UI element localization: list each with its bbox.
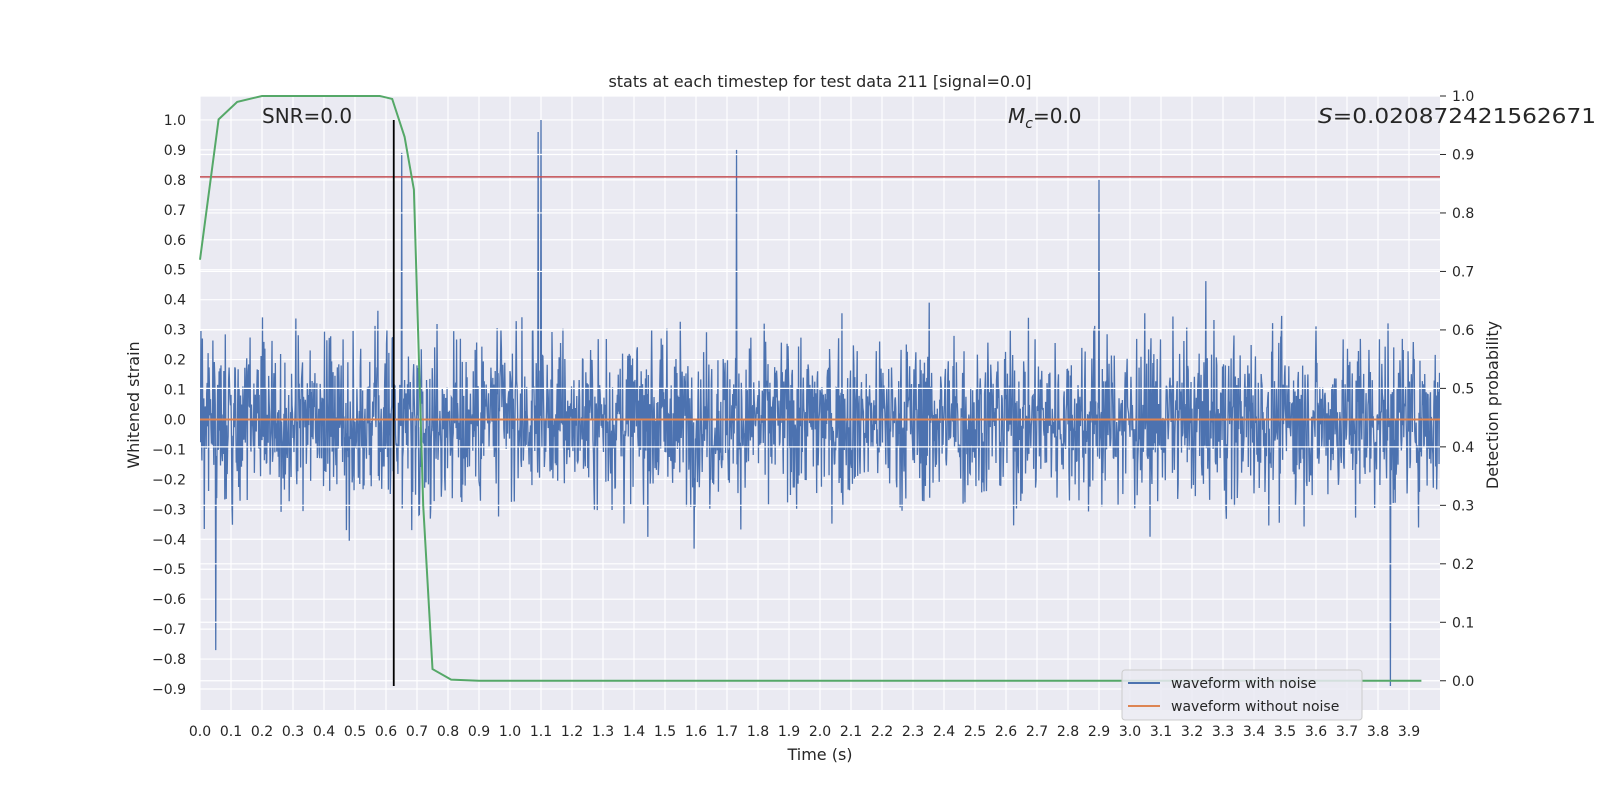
x-tick-label: 0.0 bbox=[189, 724, 211, 740]
noise-trace bbox=[200, 119, 1440, 687]
y-tick-label: −0.3 bbox=[152, 502, 186, 518]
chirp-mass-subscript: c bbox=[1025, 116, 1033, 132]
x-tick-label: 1.0 bbox=[499, 724, 521, 740]
y-tick-label: 0.7 bbox=[164, 203, 186, 219]
x-tick-label: 0.6 bbox=[375, 724, 397, 740]
series-detection-probability bbox=[199, 95, 1422, 682]
x-tick-label: 0.7 bbox=[406, 724, 428, 740]
legend: waveform with noise waveform without noi… bbox=[1121, 669, 1363, 721]
x-tick-label: 1.4 bbox=[623, 724, 645, 740]
chirp-mass-annotation: Mc=0.0 bbox=[1008, 104, 1082, 132]
y-tick-label: 0.2 bbox=[164, 353, 186, 369]
x-tick-label: 3.2 bbox=[1181, 724, 1203, 740]
x-tick-label: 3.6 bbox=[1305, 724, 1327, 740]
y-tick-label: −0.9 bbox=[152, 682, 186, 698]
x-tick-label: 2.2 bbox=[871, 724, 893, 740]
right-y-tick-label: 0.4 bbox=[1452, 440, 1474, 456]
x-tick-label: 0.5 bbox=[344, 724, 366, 740]
x-axis-title: Time (s) bbox=[786, 745, 852, 764]
y-tick-label: 0.4 bbox=[164, 293, 186, 309]
series-waveform-with-noise bbox=[200, 119, 1440, 687]
legend-box bbox=[1121, 669, 1363, 721]
y-tick-label: −0.6 bbox=[152, 592, 186, 608]
x-tick-label: 0.1 bbox=[220, 724, 242, 740]
x-tick-label: 0.4 bbox=[313, 724, 335, 740]
x-tick-label: 3.3 bbox=[1212, 724, 1234, 740]
x-tick-label: 3.1 bbox=[1150, 724, 1172, 740]
y-axis-ticks: 1.0 0.9 0.8 0.7 0.6 0.5 0.4 0.3 0.2 0.1 0.0 −0.1 −0.… bbox=[152, 113, 186, 698]
right-y-tick-label: 0.2 bbox=[1452, 557, 1474, 573]
y-tick-label: −0.2 bbox=[152, 472, 186, 488]
plot-area bbox=[199, 95, 1440, 687]
right-y-axis-title: Detection probability bbox=[1483, 321, 1502, 489]
y-tick-label: 0.9 bbox=[164, 143, 186, 159]
x-tick-label: 3.4 bbox=[1243, 724, 1265, 740]
x-tick-label: 2.0 bbox=[809, 724, 831, 740]
y-tick-label: 0.6 bbox=[164, 233, 186, 249]
x-tick-label: 2.6 bbox=[995, 724, 1017, 740]
chart-title: stats at each timestep for test data 211… bbox=[608, 72, 1031, 91]
score-annotation: S =0.020872421562671 bbox=[1318, 104, 1596, 128]
y-tick-label: −0.8 bbox=[152, 652, 186, 668]
x-tick-label: 1.7 bbox=[716, 724, 738, 740]
chirp-mass-symbol: M bbox=[1008, 104, 1025, 128]
right-y-tick-label: 0.6 bbox=[1452, 323, 1474, 339]
right-y-tick-label: 0.5 bbox=[1452, 381, 1474, 397]
x-tick-label: 1.6 bbox=[685, 724, 707, 740]
x-tick-label: 1.1 bbox=[530, 724, 552, 740]
y-tick-label: −0.7 bbox=[152, 622, 186, 638]
x-tick-label: 1.5 bbox=[654, 724, 676, 740]
x-tick-label: 2.4 bbox=[933, 724, 955, 740]
snr-annotation: SNR=0.0 bbox=[262, 104, 352, 128]
legend-label-clean: waveform without noise bbox=[1171, 699, 1339, 715]
right-y-tick-label: 0.7 bbox=[1452, 264, 1474, 280]
x-tick-label: 3.9 bbox=[1398, 724, 1420, 740]
y-tick-label: −0.1 bbox=[152, 442, 186, 458]
x-tick-label: 1.3 bbox=[592, 724, 614, 740]
right-y-tick-label: 0.3 bbox=[1452, 498, 1474, 514]
x-tick-label: 2.3 bbox=[902, 724, 924, 740]
x-tick-label: 0.3 bbox=[282, 724, 304, 740]
y-tick-label: 0.5 bbox=[164, 263, 186, 279]
x-axis-ticks: 0.0 0.1 0.2 0.3 0.4 0.5 0.6 0.7 0.8 0.9 1.0 1.1 1.2 1… bbox=[189, 724, 1420, 740]
x-tick-label: 3.8 bbox=[1367, 724, 1389, 740]
right-y-tick-label: 0.8 bbox=[1452, 206, 1474, 222]
x-tick-label: 2.7 bbox=[1026, 724, 1048, 740]
x-tick-label: 1.9 bbox=[778, 724, 800, 740]
x-tick-label: 0.9 bbox=[468, 724, 490, 740]
x-tick-label: 3.0 bbox=[1119, 724, 1141, 740]
score-symbol: S bbox=[1318, 104, 1333, 128]
x-tick-label: 1.2 bbox=[561, 724, 583, 740]
x-tick-label: 0.8 bbox=[437, 724, 459, 740]
right-y-tick-label: 0.0 bbox=[1452, 674, 1474, 690]
x-tick-label: 2.1 bbox=[840, 724, 862, 740]
y-tick-label: 0.1 bbox=[164, 383, 186, 399]
x-tick-label: 3.5 bbox=[1274, 724, 1296, 740]
x-tick-label: 2.9 bbox=[1088, 724, 1110, 740]
y-tick-label: 0.8 bbox=[164, 173, 186, 189]
x-tick-label: 0.2 bbox=[251, 724, 273, 740]
y-axis-title: Whitened strain bbox=[124, 341, 143, 468]
x-tick-label: 2.5 bbox=[964, 724, 986, 740]
chirp-mass-value: =0.0 bbox=[1033, 104, 1082, 128]
y-tick-label: −0.5 bbox=[152, 562, 186, 578]
x-tick-label: 1.8 bbox=[747, 724, 769, 740]
score-value: =0.020872421562671 bbox=[1333, 104, 1596, 128]
right-y-tick-label: 0.1 bbox=[1452, 615, 1474, 631]
right-y-tick-label: 0.9 bbox=[1452, 147, 1474, 163]
right-y-axis-ticks: 1.0 0.9 0.8 0.7 0.6 0.5 0.4 0.3 0.2 0.1 0.0 bbox=[1440, 89, 1474, 690]
y-tick-label: 0.0 bbox=[164, 412, 186, 428]
y-tick-label: 0.3 bbox=[164, 323, 186, 339]
x-tick-label: 2.8 bbox=[1057, 724, 1079, 740]
x-tick-label: 3.7 bbox=[1336, 724, 1358, 740]
y-tick-label: −0.4 bbox=[152, 532, 186, 548]
legend-label-noise: waveform with noise bbox=[1171, 676, 1316, 692]
y-tick-label: 1.0 bbox=[164, 113, 186, 129]
right-y-tick-label: 1.0 bbox=[1452, 89, 1474, 105]
